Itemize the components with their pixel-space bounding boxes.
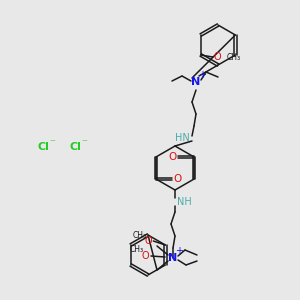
Text: N: N bbox=[191, 77, 201, 87]
Text: O: O bbox=[141, 251, 149, 261]
Text: Cl: Cl bbox=[70, 142, 82, 152]
Text: +: + bbox=[198, 70, 206, 80]
Text: CH₃: CH₃ bbox=[130, 245, 144, 254]
Text: ⁻: ⁻ bbox=[49, 138, 55, 148]
Text: N: N bbox=[168, 253, 178, 263]
Text: O: O bbox=[168, 152, 176, 162]
Text: O: O bbox=[145, 236, 152, 246]
Text: Cl: Cl bbox=[38, 142, 50, 152]
Text: O: O bbox=[214, 52, 221, 62]
Text: NH: NH bbox=[177, 197, 191, 207]
Text: CH₃: CH₃ bbox=[227, 53, 241, 62]
Text: +: + bbox=[175, 246, 183, 256]
Text: O: O bbox=[174, 174, 182, 184]
Text: HN: HN bbox=[175, 133, 189, 143]
Text: ⁻: ⁻ bbox=[81, 138, 87, 148]
Text: CH₃: CH₃ bbox=[132, 232, 146, 241]
